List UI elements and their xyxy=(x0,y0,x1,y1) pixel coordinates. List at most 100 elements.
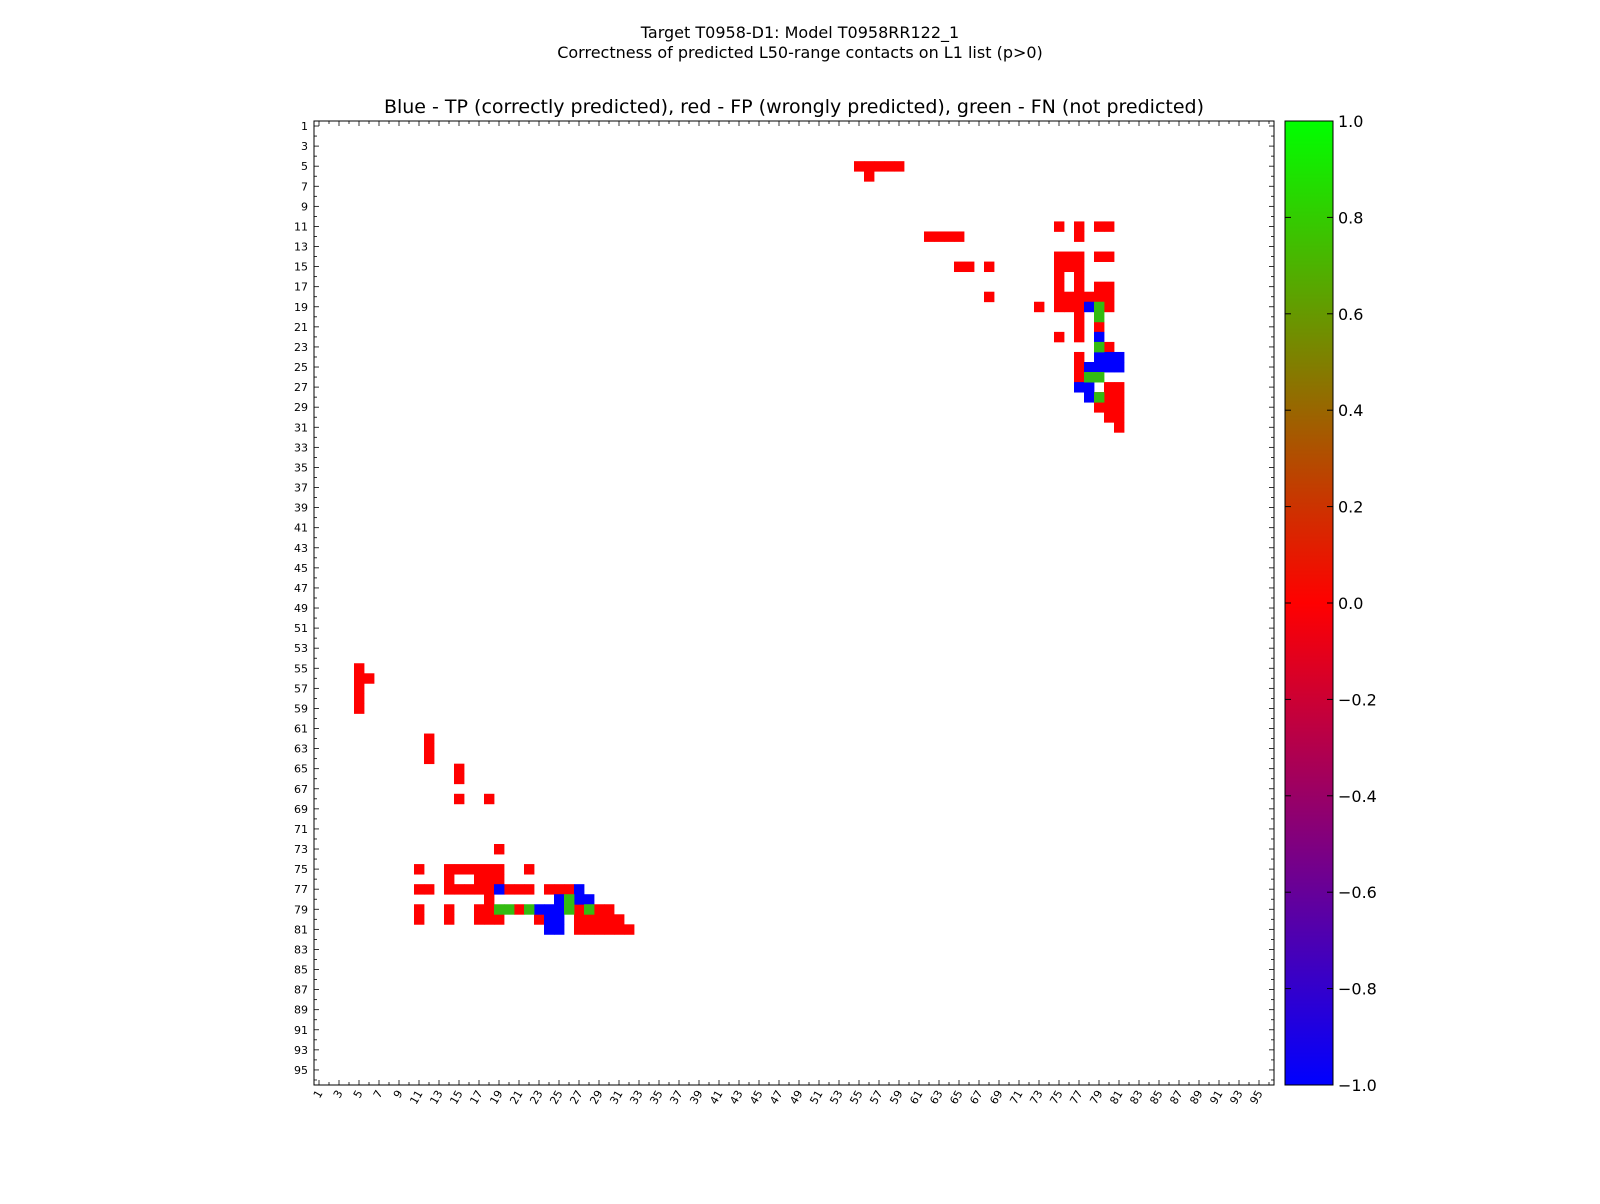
cell-fp xyxy=(864,161,875,172)
cell-fp xyxy=(1054,251,1065,262)
cell-fp xyxy=(1054,301,1065,313)
x-tick-label: 25 xyxy=(547,1088,565,1107)
x-tick-label: 79 xyxy=(1087,1088,1105,1107)
x-tick-label: 75 xyxy=(1047,1088,1065,1107)
cell-fp xyxy=(1094,251,1105,262)
cell-fp xyxy=(984,261,995,273)
cell-fp xyxy=(494,874,505,885)
cell-fp xyxy=(604,904,615,915)
cell-fp xyxy=(1074,362,1085,373)
y-tick-label: 65 xyxy=(294,763,308,776)
x-tick-label: 21 xyxy=(507,1088,525,1107)
cell-fp xyxy=(1104,221,1115,232)
cell-fp xyxy=(484,904,495,915)
cell-fp xyxy=(544,884,555,895)
cell-fp xyxy=(1104,341,1115,353)
cell-fp xyxy=(454,773,465,785)
cell-fn xyxy=(584,904,595,915)
colorbar-axis: 1.0 0.8 0.6 0.4 0.2 0.0 −0.2 −0.4 −0.6 −0.8 −1.0 xyxy=(1285,112,1377,1095)
cell-fp xyxy=(444,874,455,885)
cell-fp xyxy=(524,864,535,875)
contact-cells xyxy=(354,161,1125,935)
y-tick-label: 1 xyxy=(301,120,308,133)
cell-fp xyxy=(574,924,585,935)
cell-fp xyxy=(1064,291,1075,303)
y-tick-label: 39 xyxy=(294,502,308,515)
x-tick-label: 15 xyxy=(447,1088,465,1107)
y-tick-label: 15 xyxy=(294,261,308,274)
x-tick-label: 51 xyxy=(807,1088,825,1107)
y-tick-label: 81 xyxy=(294,923,308,936)
cell-fn xyxy=(1094,341,1105,353)
cell-tp xyxy=(1084,392,1095,403)
cell-fp xyxy=(424,884,435,895)
x-tick-label: 71 xyxy=(1007,1088,1025,1107)
cell-fp xyxy=(444,914,455,925)
cell-fp xyxy=(1074,261,1085,273)
colorbar-tick-label: 1.0 xyxy=(1338,112,1363,131)
x-tick-label: 89 xyxy=(1187,1088,1205,1107)
cell-fp xyxy=(1104,291,1115,303)
y-tick-label: 79 xyxy=(294,903,308,916)
cell-fp xyxy=(604,924,615,935)
y-tick-label: 35 xyxy=(294,461,308,474)
cell-fn xyxy=(494,904,505,915)
y-tick-label: 33 xyxy=(294,441,308,454)
x-tick-label: 31 xyxy=(607,1088,625,1107)
x-tick-label: 43 xyxy=(727,1088,745,1107)
cell-tp xyxy=(1104,351,1115,363)
x-tick-label: 39 xyxy=(687,1088,705,1107)
cell-tp xyxy=(1074,382,1085,393)
cell-fp xyxy=(1054,281,1065,293)
cell-tp xyxy=(554,914,565,925)
cell-fn xyxy=(1094,311,1105,323)
cell-fp xyxy=(464,884,475,895)
cell-fp xyxy=(614,914,625,925)
y-tick-label: 31 xyxy=(294,421,308,434)
y-tick-label: 77 xyxy=(294,883,308,896)
cell-fp xyxy=(474,864,485,875)
cell-fp xyxy=(1074,331,1085,343)
cell-fp xyxy=(1114,412,1125,423)
cell-fn xyxy=(504,904,515,915)
cell-fp xyxy=(1074,372,1085,383)
x-tick-label: 7 xyxy=(371,1088,386,1101)
x-tick-label: 37 xyxy=(667,1088,685,1107)
cell-tp xyxy=(554,904,565,915)
x-tick-label: 69 xyxy=(987,1088,1005,1107)
y-tick-label: 49 xyxy=(294,602,308,615)
y-tick-label: 45 xyxy=(294,562,308,575)
y-tick-label: 67 xyxy=(294,783,308,796)
colorbar xyxy=(1284,120,1334,1086)
cell-fp xyxy=(1064,301,1075,313)
cell-fp xyxy=(1074,351,1085,363)
cell-fp xyxy=(954,261,965,273)
cell-fp xyxy=(484,914,495,925)
cell-tp xyxy=(1114,362,1125,373)
cell-fp xyxy=(484,884,495,895)
cell-fp xyxy=(584,914,595,925)
cell-fn xyxy=(564,894,575,905)
cell-fp xyxy=(1074,321,1085,333)
cell-fp xyxy=(1034,301,1045,313)
x-tick-label: 23 xyxy=(527,1088,545,1107)
cell-tp xyxy=(544,914,555,925)
colorbar-tick-label: −1.0 xyxy=(1338,1076,1377,1095)
x-tick-label: 3 xyxy=(331,1088,346,1101)
cell-fp xyxy=(444,904,455,915)
chart-subtitle: Blue - TP (correctly predicted), red - F… xyxy=(384,96,1204,118)
cell-fp xyxy=(1084,291,1095,303)
cell-fp xyxy=(604,914,615,925)
cell-fp xyxy=(424,743,435,755)
x-tick-label: 27 xyxy=(567,1088,585,1107)
y-tick-label: 59 xyxy=(294,702,308,715)
y-tick-label: 93 xyxy=(294,1044,308,1057)
x-tick-label: 93 xyxy=(1227,1088,1245,1107)
cell-fp xyxy=(354,693,365,704)
cell-fp xyxy=(1074,311,1085,323)
colorbar-tick-label: 0.6 xyxy=(1338,305,1363,324)
cell-fp xyxy=(934,231,945,242)
x-tick-label: 77 xyxy=(1067,1088,1085,1107)
cell-fn xyxy=(524,904,535,915)
